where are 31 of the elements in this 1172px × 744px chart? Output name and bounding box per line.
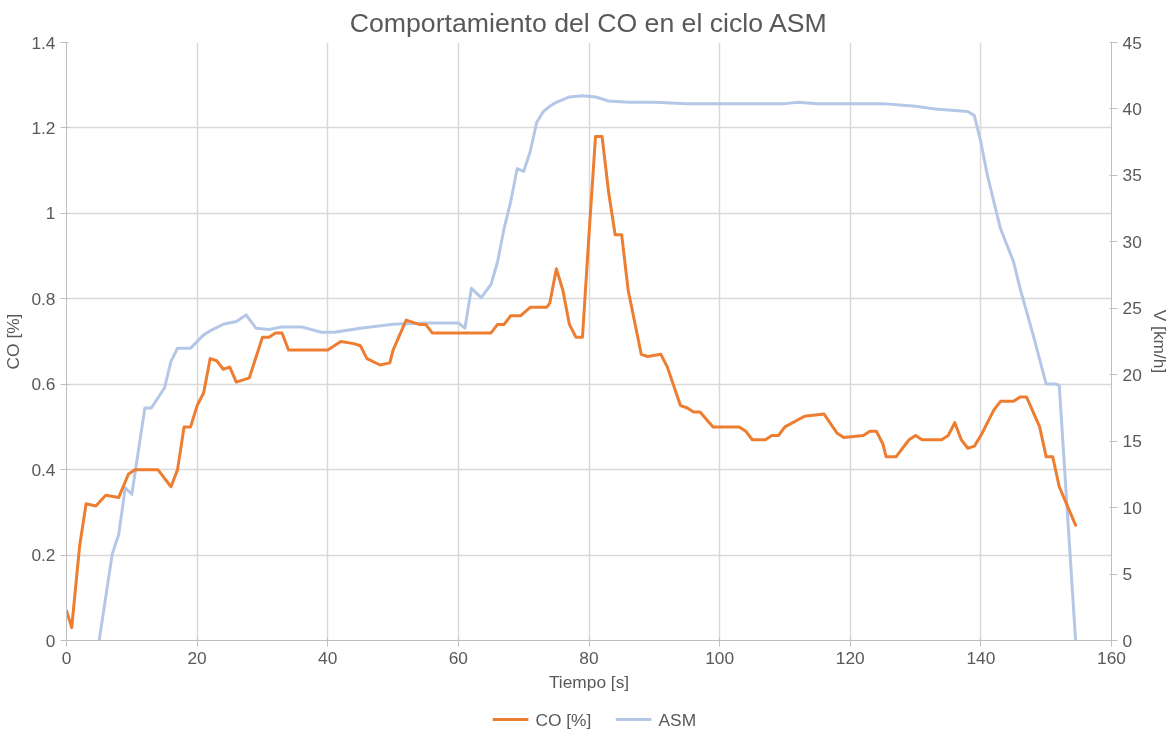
y2-tick-label: 10 <box>1122 497 1142 518</box>
y-tick-label: 0 <box>45 630 56 651</box>
x-tick-label: 40 <box>318 647 338 668</box>
y2-tick-label: 45 <box>1122 32 1142 53</box>
x-tick-label: 20 <box>187 647 207 668</box>
y2-tick-label: 40 <box>1122 98 1142 119</box>
x-tick-label: 60 <box>448 647 469 668</box>
x-tick-label: 120 <box>835 647 865 668</box>
x-tick-label: 100 <box>705 647 735 668</box>
y2-tick-label: 30 <box>1122 231 1142 252</box>
legend-label: CO [%] <box>535 709 592 730</box>
y2-tick-label: 35 <box>1122 165 1142 186</box>
y2-tick-label: 5 <box>1122 564 1133 585</box>
y2-axis-title: V [km/h] <box>1149 309 1170 374</box>
y-tick-label: 0.6 <box>31 374 56 395</box>
y-tick-label: 0.8 <box>31 288 56 309</box>
y-tick-label: 0.2 <box>31 545 56 566</box>
y2-tick-label: 20 <box>1122 364 1142 385</box>
x-tick-label: 0 <box>61 647 72 668</box>
x-tick-label: 80 <box>579 647 599 668</box>
y-tick-label: 1.2 <box>31 117 56 138</box>
x-tick-label: 140 <box>966 647 996 668</box>
y-axis-title: CO [%] <box>3 313 24 370</box>
y2-tick-label: 15 <box>1122 431 1142 452</box>
y-tick-label: 1 <box>45 203 56 224</box>
chart-title: Comportamiento del CO en el ciclo ASM <box>349 7 827 38</box>
x-axis-title: Tiempo [s] <box>548 671 630 692</box>
legend-label: ASM <box>658 709 697 730</box>
y-tick-label: 0.4 <box>31 459 56 480</box>
y-tick-label: 1.4 <box>31 32 56 53</box>
y2-tick-label: 25 <box>1122 298 1142 319</box>
